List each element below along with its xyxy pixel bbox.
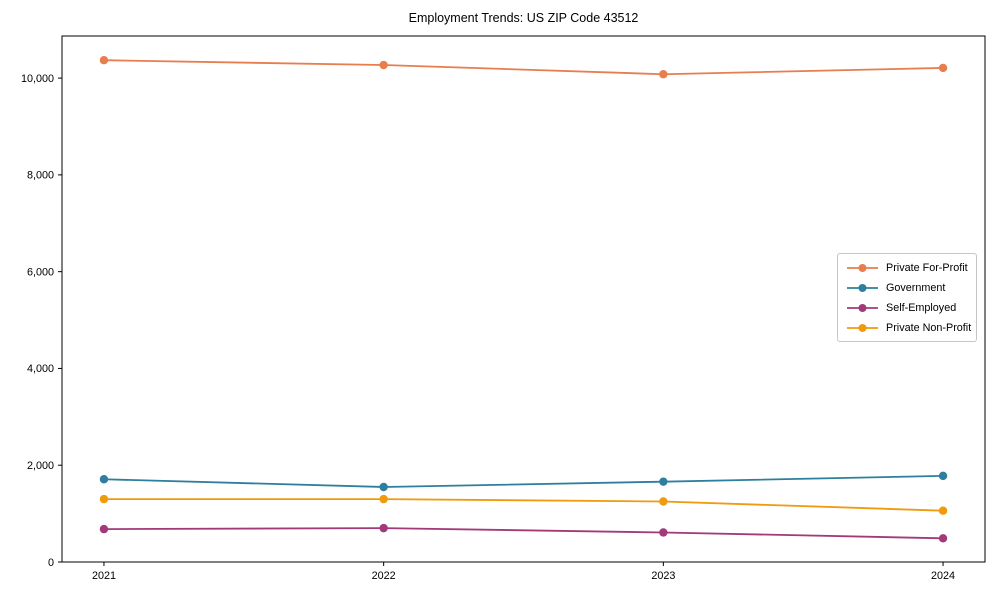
data-point-self-employed-2021 [99, 524, 109, 534]
y-axis-tick-label: 2,000 [27, 460, 54, 472]
legend-line-marker-icon [847, 263, 878, 272]
series-line-private-non-profit [103, 498, 944, 512]
chart-legend: Private For-Profit Government Self-Employe… [837, 253, 977, 342]
legend-marker-dot [858, 283, 867, 292]
series-line-self-employed [103, 527, 944, 540]
y-axis-tick-label: 0 [48, 557, 54, 569]
data-point-self-employed-2024 [938, 534, 948, 543]
data-point-government-2022 [379, 482, 388, 492]
legend-item-self-employed: Self-Employed [846, 299, 968, 316]
legend-item-private-for-profit: Private For-Profit [846, 259, 968, 276]
data-point-self-employed-2023 [659, 528, 668, 537]
data-point-private-non-profit-2022 [379, 494, 388, 504]
x-axis-tick-label: 2022 [372, 570, 396, 582]
y-axis-tick-label: 8,000 [27, 170, 54, 182]
chart-title: Employment Trends: US ZIP Code 43512 [408, 11, 639, 25]
legend-line-marker-icon [847, 303, 878, 312]
data-point-private-non-profit-2024 [938, 506, 948, 515]
data-point-private-for-profit-2024 [938, 63, 948, 73]
legend-item-label: Self-Employed [886, 301, 957, 314]
legend-item-label: Private For-Profit [886, 261, 968, 274]
y-axis-tick-label: 10,000 [21, 73, 54, 85]
legend-item-private-non-profit: Private Non-Profit [846, 319, 972, 336]
x-axis-tick-label: 2021 [92, 570, 116, 582]
data-point-private-for-profit-2021 [99, 55, 109, 65]
legend-marker-dot [858, 323, 867, 332]
x-axis-tick-label: 2024 [931, 570, 955, 582]
data-point-government-2021 [99, 475, 109, 484]
x-axis-tick-label: 2023 [651, 570, 675, 582]
data-point-private-non-profit-2023 [659, 497, 668, 506]
legend-marker-dot [858, 303, 867, 312]
series-line-government [103, 474, 944, 488]
plot-frame [61, 35, 986, 563]
data-point-self-employed-2022 [379, 523, 388, 533]
legend-item-label: Government [886, 281, 946, 294]
y-axis-tick-label: 6,000 [27, 266, 54, 278]
legend-item-government: Government [846, 279, 968, 296]
data-point-government-2023 [659, 477, 668, 486]
legend-line-marker-icon [847, 283, 878, 292]
legend-line-marker-icon [847, 323, 878, 332]
legend-marker-dot [858, 263, 867, 272]
data-point-private-for-profit-2022 [379, 60, 388, 70]
legend-item-label: Private Non-Profit [886, 321, 972, 334]
y-axis-tick-label: 4,000 [27, 363, 54, 375]
data-point-government-2024 [938, 471, 948, 481]
data-point-private-non-profit-2021 [99, 494, 109, 504]
data-point-private-for-profit-2023 [659, 70, 668, 79]
series-line-private-for-profit [103, 59, 944, 76]
